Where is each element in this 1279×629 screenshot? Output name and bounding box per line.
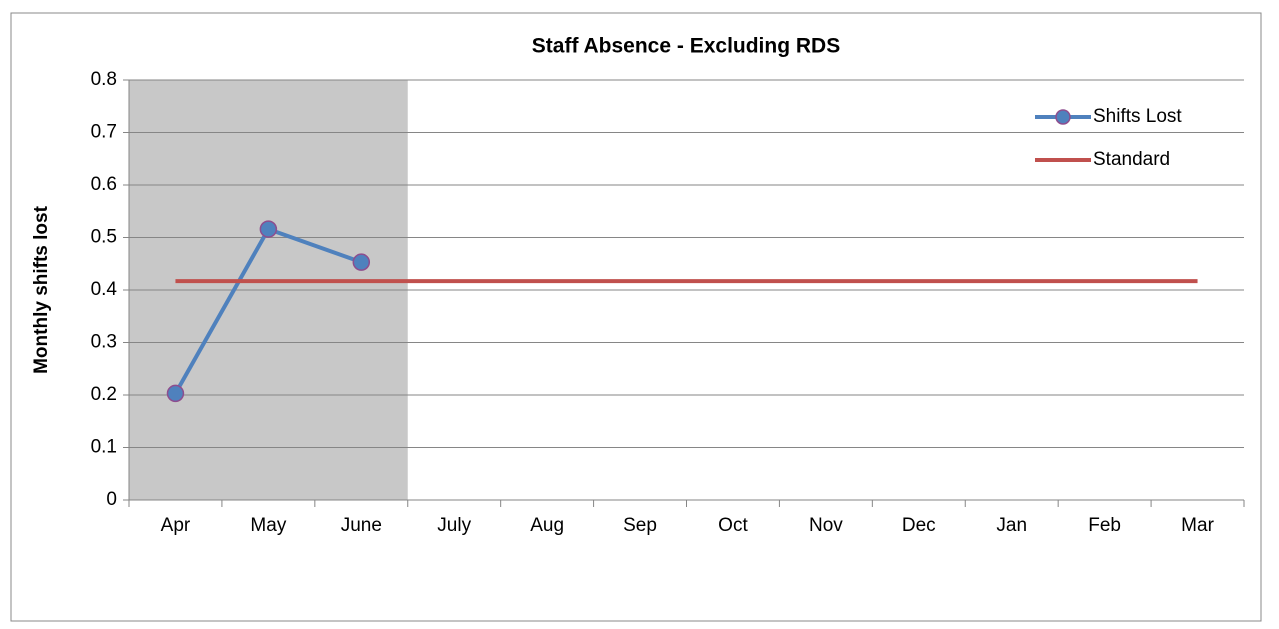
- series-marker: [352, 253, 371, 271]
- y-tick-label: 0.2: [91, 384, 117, 405]
- y-tick-label: 0.6: [91, 174, 117, 195]
- y-tick-label: 0.4: [91, 279, 118, 300]
- x-tick-label: Sep: [623, 515, 657, 536]
- series-marker: [259, 220, 278, 238]
- x-tick-label: Feb: [1088, 515, 1121, 536]
- y-tick-label: 0.8: [91, 69, 117, 90]
- x-tick-label: Dec: [902, 515, 936, 536]
- x-tick-label: Oct: [718, 515, 748, 536]
- legend-marker: [1055, 109, 1071, 125]
- x-tick-label: May: [250, 515, 286, 536]
- x-tick-label: Jan: [996, 515, 1027, 536]
- series-marker: [166, 384, 185, 403]
- y-tick-label: 0.1: [91, 437, 117, 458]
- y-tick-label: 0: [106, 489, 117, 510]
- x-tick-label: July: [437, 515, 471, 536]
- x-tick-label: Apr: [161, 515, 191, 536]
- y-tick-label: 0.3: [91, 332, 117, 353]
- legend-label: Standard: [1093, 149, 1170, 170]
- x-tick-label: Aug: [530, 515, 564, 536]
- legend-label: Shifts Lost: [1093, 106, 1182, 127]
- y-tick-label: 0.7: [91, 122, 117, 143]
- chart-title: Staff Absence - Excluding RDS: [532, 35, 840, 58]
- x-tick-label: Mar: [1181, 515, 1214, 536]
- y-tick-label: 0.5: [91, 227, 117, 248]
- y-axis-title: Monthly shifts lost: [31, 205, 52, 374]
- x-tick-label: June: [341, 515, 382, 536]
- x-tick-label: Nov: [809, 515, 843, 536]
